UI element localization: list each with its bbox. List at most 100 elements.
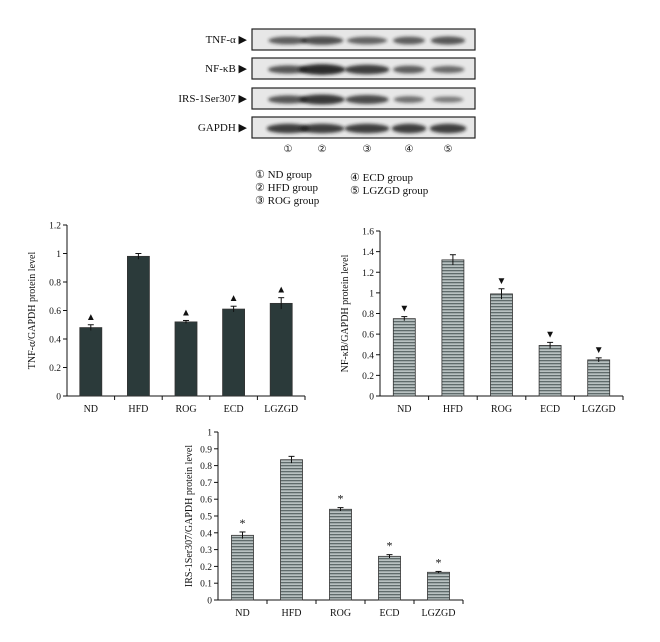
- significance-marker: *: [436, 555, 442, 569]
- bar: [441, 259, 465, 397]
- y-tick-label: 0.8: [362, 310, 374, 320]
- blot-band: [431, 65, 465, 74]
- lane-number: ①: [284, 144, 293, 155]
- bar: [378, 555, 401, 601]
- significance-marker: ▼: [594, 345, 604, 356]
- significance-marker: *: [240, 516, 246, 530]
- x-tick-label: HFD: [128, 404, 148, 415]
- x-tick-label: ND: [235, 608, 249, 619]
- y-tick-label: 0.6: [49, 307, 61, 317]
- x-tick-label: ECD: [380, 608, 400, 619]
- y-tick-label: 1: [207, 429, 212, 439]
- blot-band: [266, 123, 310, 134]
- blot-band: [429, 123, 467, 134]
- x-tick-label: ROG: [491, 404, 512, 415]
- legend-item-rog: ③ ROG group: [255, 195, 320, 207]
- blot-band: [430, 36, 466, 45]
- y-tick-label: 1: [369, 289, 374, 299]
- legend-item-nd: ① ND group: [255, 169, 312, 181]
- x-tick-label: ECD: [540, 404, 560, 415]
- bar: [222, 308, 246, 397]
- bar: [392, 318, 416, 397]
- lane-number: ⑤: [444, 144, 453, 155]
- y-tick-label: 0.4: [49, 336, 61, 346]
- bar: [538, 345, 562, 397]
- bar: [490, 293, 513, 397]
- x-tick-label: LGZGD: [264, 404, 298, 415]
- blot-row-label: NF-κB ▶: [205, 63, 247, 75]
- y-tick-label: 0.4: [362, 351, 374, 361]
- blot-row-label: TNF-α ▶: [206, 34, 248, 46]
- y-tick-label: 0.6: [200, 496, 212, 506]
- bar: [427, 571, 450, 601]
- tnf-alpha-bar-chart: 0 0.2 0.4 0.6 0.8 1 1.2 TNF-α/GAPDH protein lev…: [27, 222, 306, 415]
- bar: [329, 508, 352, 601]
- blot-row-label: IRS-1Ser307 ▶: [178, 93, 247, 105]
- significance-marker: *: [387, 539, 393, 553]
- bar: [587, 359, 611, 397]
- lane-number: ②: [318, 144, 327, 155]
- y-tick-label: 0.6: [362, 331, 374, 341]
- y-tick-label: 0.8: [49, 279, 61, 289]
- lane-number: ④: [405, 144, 414, 155]
- blot-band: [299, 123, 345, 134]
- y-tick-label: 0.3: [200, 546, 212, 556]
- y-tick-label: 1: [56, 250, 61, 260]
- blot-band: [432, 96, 464, 103]
- blot-band: [346, 36, 388, 45]
- significance-marker: *: [338, 492, 344, 506]
- y-tick-label: 1.2: [49, 222, 61, 232]
- y-axis-label: NF-κB/GAPDH protein level: [340, 254, 351, 372]
- blot-band: [268, 36, 308, 45]
- significance-marker: ▲: [229, 293, 239, 304]
- blot-band: [268, 95, 308, 104]
- blot-band: [300, 36, 344, 45]
- legend-item-hfd: ② HFD group: [255, 182, 319, 194]
- blot-band: [393, 65, 425, 74]
- x-tick-label: ROG: [175, 404, 196, 415]
- y-tick-label: 0: [56, 393, 61, 403]
- bar: [269, 302, 293, 397]
- blot-band: [268, 65, 308, 74]
- x-tick-label: ECD: [224, 404, 244, 415]
- y-tick-label: 1.6: [362, 228, 374, 238]
- x-tick-label: ND: [397, 404, 411, 415]
- bar: [174, 321, 198, 397]
- y-tick-label: 0.2: [49, 364, 61, 374]
- lane-legend: ① ND group ② HFD group ③ ROG group ④ ECD…: [255, 169, 429, 207]
- x-tick-label: LGZGD: [422, 608, 456, 619]
- y-axis-label: IRS-1Ser307/GAPDH protein level: [184, 445, 195, 587]
- x-tick-label: HFD: [281, 608, 301, 619]
- blot-band: [344, 123, 390, 134]
- bar: [79, 327, 103, 397]
- y-tick-label: 0.8: [200, 462, 212, 472]
- significance-marker: ▲: [86, 312, 96, 323]
- blot-band: [344, 64, 390, 75]
- significance-marker: ▼: [399, 304, 409, 315]
- bar: [280, 459, 303, 601]
- significance-marker: ▼: [545, 329, 555, 340]
- y-axis-label: TNF-α/GAPDH protein level: [27, 252, 38, 370]
- x-tick-label: HFD: [443, 404, 463, 415]
- y-tick-label: 1.2: [362, 269, 374, 279]
- legend-item-ecd: ④ ECD group: [350, 172, 414, 184]
- y-tick-label: 0.1: [200, 580, 212, 590]
- western-blot-panel: TNF-α ▶ NF-κB ▶ IRS-1Ser307 ▶ GAPDH ▶ ① ② ③ ④ ⑤: [178, 28, 476, 155]
- blot-band: [393, 96, 425, 103]
- legend-item-lgzgd: ⑤ LGZGD group: [350, 185, 429, 197]
- lane-number: ③: [363, 144, 372, 155]
- x-tick-label: ROG: [330, 608, 351, 619]
- blot-band: [391, 123, 427, 134]
- blot-row-label: GAPDH ▶: [198, 122, 248, 134]
- x-tick-label: ND: [84, 404, 98, 415]
- blot-band: [345, 95, 389, 104]
- bar: [231, 534, 254, 601]
- y-tick-label: 0.5: [200, 513, 212, 523]
- y-tick-label: 0.9: [200, 445, 212, 455]
- y-tick-label: 1.4: [362, 248, 374, 258]
- nf-kb-bar-chart: 0 0.2 0.4 0.6 0.8 1 1.2 1.4 1.6 NF-κB/GAPDH prote…: [340, 228, 624, 415]
- blot-band: [393, 36, 425, 45]
- y-tick-label: 0.2: [200, 563, 212, 573]
- blot-band: [298, 64, 346, 75]
